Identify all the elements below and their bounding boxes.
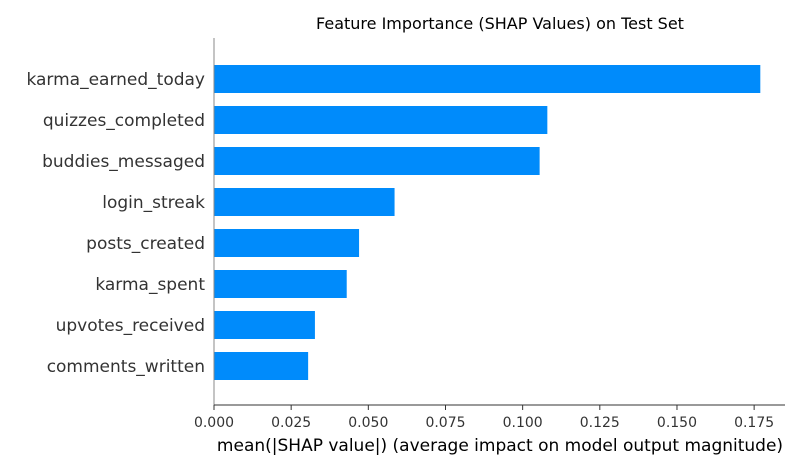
category-label: karma_earned_today [26, 70, 205, 90]
bar-quizzes_completed [214, 106, 548, 134]
bar-login_streak [214, 188, 395, 216]
bar-upvotes_received [214, 311, 315, 339]
bar-karma_spent [214, 270, 347, 298]
bar-posts_created [214, 229, 360, 257]
category-label: karma_spent [95, 275, 205, 295]
category-label: buddies_messaged [42, 152, 205, 172]
bars-group [214, 65, 761, 380]
category-label: upvotes_received [56, 316, 205, 336]
bar-karma_earned_today [214, 65, 761, 93]
x-tick-label: 0.000 [194, 415, 234, 431]
category-label: comments_written [47, 357, 205, 377]
category-label: posts_created [86, 234, 205, 254]
x-ticks-group: 0.000 0.025 0.050 0.075 0.100 0.125 0.150 0.175 [194, 405, 774, 431]
x-tick-label: 0.075 [425, 415, 465, 431]
x-tick-label: 0.125 [580, 415, 620, 431]
bar-buddies_messaged [214, 147, 540, 175]
x-tick-label: 0.100 [503, 415, 543, 431]
x-tick-label: 0.050 [348, 415, 388, 431]
x-tick-label: 0.025 [271, 415, 311, 431]
category-labels-group: karma_earned_today quizzes_completedbuddi… [26, 70, 205, 377]
chart-title: Feature Importance (SHAP Values) on Test… [316, 14, 684, 33]
category-label: login_streak [102, 193, 205, 213]
x-axis-label: mean(|SHAP value|) (average impact on mo… [217, 436, 783, 456]
x-tick-label: 0.150 [657, 415, 697, 431]
category-label: quizzes_completed [43, 111, 205, 131]
x-tick-label: 0.175 [734, 415, 774, 431]
bar-comments_written [214, 352, 309, 380]
